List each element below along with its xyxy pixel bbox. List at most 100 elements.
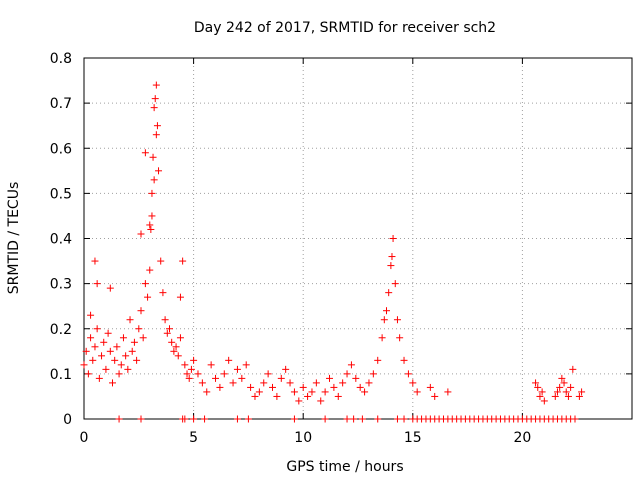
data-point	[389, 235, 397, 242]
data-point	[567, 383, 575, 391]
data-point	[388, 253, 396, 261]
data-point	[185, 374, 193, 382]
data-point	[141, 280, 149, 288]
data-point	[426, 383, 434, 391]
data-point	[80, 361, 88, 369]
data-point	[393, 316, 401, 324]
y-tick-label: 0.4	[50, 232, 72, 248]
y-axis-title: SRMTID / TECUs	[6, 182, 22, 295]
data-point	[183, 370, 191, 378]
data-point	[393, 415, 401, 423]
data-point	[431, 392, 439, 400]
data-point	[203, 388, 211, 396]
data-point	[148, 212, 156, 220]
data-point	[247, 383, 255, 391]
data-point	[115, 415, 123, 423]
data-point	[273, 392, 281, 400]
data-point	[400, 415, 408, 423]
data-point	[172, 343, 180, 351]
data-point	[159, 289, 167, 297]
y-tick-label: 0.8	[50, 51, 72, 67]
data-point	[176, 293, 184, 301]
data-point	[168, 338, 176, 346]
data-point	[165, 325, 173, 333]
data-point	[282, 365, 290, 373]
data-point	[137, 415, 145, 423]
data-point	[409, 379, 417, 387]
data-point	[201, 415, 209, 423]
data-point	[532, 379, 540, 387]
data-point	[369, 370, 377, 378]
data-point	[146, 221, 154, 229]
data-point	[174, 352, 182, 360]
data-point	[233, 415, 241, 423]
data-point	[133, 356, 141, 364]
data-point	[352, 374, 360, 382]
data-point	[130, 338, 138, 346]
data-point	[536, 392, 544, 400]
data-point	[194, 370, 202, 378]
data-point	[564, 392, 572, 400]
data-point	[117, 361, 125, 369]
data-point	[365, 379, 373, 387]
x-tick-label: 5	[189, 430, 198, 446]
data-point	[350, 415, 358, 423]
data-point	[100, 338, 108, 346]
data-point	[108, 379, 116, 387]
data-point	[233, 365, 241, 373]
data-point	[106, 347, 114, 355]
data-point	[152, 131, 160, 139]
data-point	[102, 365, 110, 373]
data-point	[212, 374, 220, 382]
y-tick-label: 0.1	[50, 367, 72, 383]
data-point	[91, 343, 99, 351]
x-tick-label: 0	[80, 430, 89, 446]
data-point	[255, 388, 263, 396]
data-point	[229, 379, 237, 387]
data-point	[534, 383, 542, 391]
data-point	[277, 374, 285, 382]
data-point	[95, 374, 103, 382]
data-point	[378, 334, 386, 342]
axis-ticks	[83, 57, 632, 420]
data-point	[295, 397, 303, 405]
data-point	[119, 334, 127, 342]
data-point	[413, 388, 421, 396]
data-point	[374, 415, 382, 423]
data-point	[575, 392, 583, 400]
data-point	[380, 316, 388, 324]
data-point	[207, 361, 215, 369]
data-point	[190, 356, 198, 364]
data-point	[562, 388, 570, 396]
data-point	[115, 370, 123, 378]
data-point	[400, 356, 408, 364]
grid-lines	[84, 58, 632, 419]
data-point	[538, 388, 546, 396]
data-point	[155, 167, 163, 175]
data-point	[144, 293, 152, 301]
data-point	[84, 370, 92, 378]
data-point	[161, 316, 169, 324]
data-point	[91, 257, 99, 265]
y-tick-label: 0.2	[50, 322, 72, 338]
data-point	[244, 415, 252, 423]
data-point	[137, 307, 145, 315]
data-point	[124, 365, 132, 373]
data-point	[179, 257, 187, 265]
data-point	[321, 415, 329, 423]
data-point	[339, 379, 347, 387]
x-tick-label: 15	[404, 430, 422, 446]
data-point	[374, 356, 382, 364]
data-point	[326, 374, 334, 382]
data-point	[151, 95, 159, 103]
data-point	[190, 415, 198, 423]
data-point	[150, 104, 158, 112]
data-point	[122, 352, 130, 360]
data-point	[111, 356, 119, 364]
data-point	[104, 329, 112, 337]
x-tick-label: 10	[294, 430, 312, 446]
data-point	[137, 230, 145, 238]
data-point	[98, 352, 106, 360]
data-point	[150, 176, 158, 184]
data-point	[135, 325, 143, 333]
